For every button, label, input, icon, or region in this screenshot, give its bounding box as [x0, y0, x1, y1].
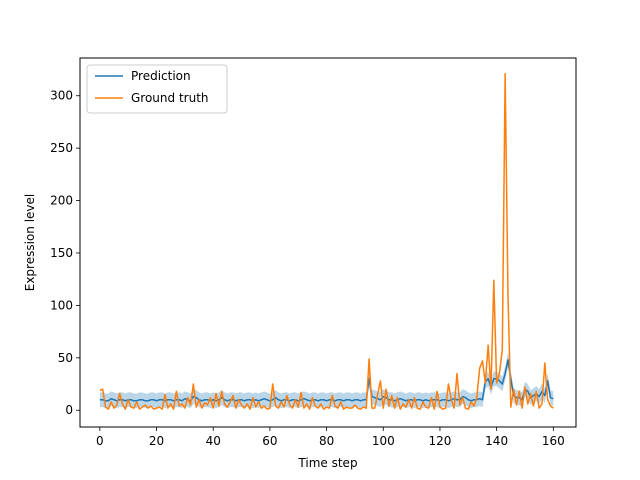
- y-tick-label: 250: [50, 141, 73, 155]
- x-axis: 0 20 40 60 80 100 120 140 160: [96, 427, 565, 448]
- legend-label-ground-truth: Ground truth: [131, 91, 209, 105]
- confidence-band-layer: [99, 352, 554, 409]
- x-tick-label: 40: [206, 434, 221, 448]
- x-tick-label: 140: [485, 434, 508, 448]
- x-axis-label: Time step: [297, 456, 357, 470]
- x-tick-label: 60: [262, 434, 277, 448]
- x-tick-label: 120: [429, 434, 452, 448]
- y-tick-label: 200: [50, 194, 73, 208]
- x-tick-label: 80: [319, 434, 334, 448]
- legend: Prediction Ground truth: [86, 64, 228, 114]
- y-axis-label: Expression level: [23, 194, 37, 292]
- y-tick-label: 0: [65, 403, 73, 417]
- y-axis: 0 50 100 150 200 250 300: [50, 89, 80, 417]
- x-tick-label: 160: [542, 434, 565, 448]
- legend-label-prediction: Prediction: [131, 69, 191, 83]
- series-line-ground-truth: [99, 72, 554, 410]
- legend-box: [86, 64, 228, 114]
- y-tick-label: 300: [50, 89, 73, 103]
- y-tick-label: 100: [50, 298, 73, 312]
- y-tick-label: 150: [50, 246, 73, 260]
- x-tick-label: 100: [372, 434, 395, 448]
- y-tick-label: 50: [58, 351, 73, 365]
- x-tick-label: 20: [149, 434, 164, 448]
- series-layer: [99, 72, 554, 410]
- prediction-confidence-band: [99, 352, 554, 409]
- x-tick-label: 0: [96, 434, 104, 448]
- plot-frame: [79, 57, 577, 428]
